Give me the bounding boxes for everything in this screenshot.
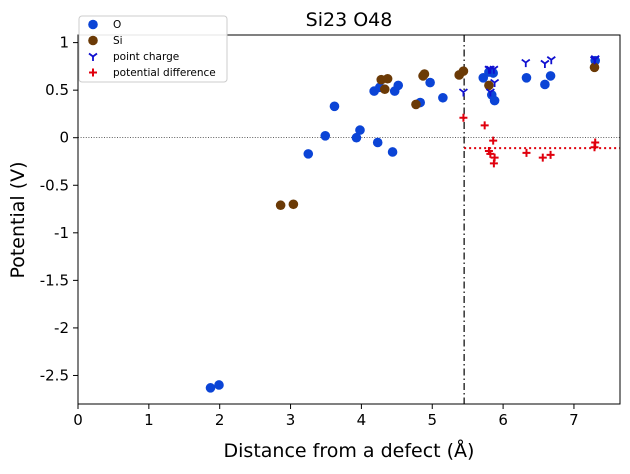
x-tick-label: 6 bbox=[498, 411, 508, 429]
data-point bbox=[486, 149, 495, 158]
data-point bbox=[205, 383, 216, 393]
data-point bbox=[485, 88, 495, 97]
data-point bbox=[480, 121, 489, 130]
legend-marker bbox=[88, 52, 98, 61]
data-point bbox=[458, 66, 469, 76]
y-tick-label: -0.5 bbox=[40, 176, 69, 194]
data-point bbox=[538, 153, 547, 162]
legend-marker bbox=[88, 19, 98, 30]
data-point bbox=[303, 149, 314, 159]
x-tick-label: 1 bbox=[144, 411, 154, 429]
y-tick-label: 1 bbox=[59, 34, 69, 52]
legend-label: O bbox=[113, 19, 121, 31]
data-point bbox=[387, 147, 398, 157]
data-point bbox=[329, 101, 340, 112]
x-tick-label: 7 bbox=[569, 411, 579, 429]
y-tick-label: -2.5 bbox=[40, 366, 69, 384]
data-point bbox=[438, 92, 448, 103]
data-point bbox=[590, 143, 599, 152]
data-point bbox=[546, 150, 555, 159]
plot-inner bbox=[78, 35, 620, 404]
data-point bbox=[382, 73, 393, 84]
plot-frame bbox=[77, 34, 621, 405]
data-point bbox=[288, 199, 299, 210]
data-point bbox=[275, 200, 286, 211]
x-tick-label: 2 bbox=[215, 411, 225, 429]
data-point bbox=[214, 380, 224, 390]
data-point bbox=[489, 136, 498, 145]
y-tick-label: -1.5 bbox=[40, 271, 69, 289]
axis-ticks: 0 1 2 3 4 5 6 7 1 0.5 0 -0.5 -1 -1.5 -2 -2.5 bbox=[40, 34, 621, 429]
data-point bbox=[484, 80, 494, 91]
x-tick-label: 5 bbox=[427, 411, 437, 429]
legend-marker bbox=[89, 68, 97, 77]
data-point bbox=[521, 58, 531, 68]
x-tick-label: 0 bbox=[73, 411, 83, 429]
series-point-charge bbox=[458, 55, 600, 97]
data-point bbox=[355, 125, 365, 135]
legend-marker bbox=[88, 35, 98, 46]
x-tick-label: 4 bbox=[357, 411, 367, 429]
data-point bbox=[411, 99, 421, 110]
data-point bbox=[589, 56, 600, 65]
data-point bbox=[489, 95, 500, 106]
chart-title: Si23 O48 bbox=[306, 9, 393, 31]
plot-area bbox=[78, 35, 620, 404]
data-point bbox=[522, 148, 531, 157]
legend-label: Si bbox=[113, 35, 123, 47]
y-tick-label: 0.5 bbox=[45, 81, 69, 99]
y-tick-label: -1 bbox=[54, 224, 69, 242]
legend-label: potential difference bbox=[113, 67, 216, 79]
data-point bbox=[459, 113, 468, 122]
data-point bbox=[545, 71, 556, 81]
y-axis-label: Potential (V) bbox=[7, 161, 29, 278]
x-axis-label: Distance from a defect (Å) bbox=[224, 439, 475, 462]
legend-label: point charge bbox=[113, 51, 179, 63]
data-point bbox=[419, 69, 430, 79]
data-point bbox=[425, 77, 435, 88]
data-point bbox=[458, 88, 468, 97]
data-point bbox=[540, 59, 550, 69]
y-tick-label: 0 bbox=[59, 129, 69, 147]
data-point bbox=[489, 65, 499, 74]
legend: O Si point charge potential difference bbox=[78, 15, 228, 83]
data-point bbox=[379, 84, 390, 95]
data-point bbox=[372, 137, 383, 148]
data-point bbox=[490, 78, 500, 88]
series-si bbox=[275, 62, 600, 211]
legend-box bbox=[78, 15, 228, 83]
data-point bbox=[490, 153, 499, 162]
data-point bbox=[521, 72, 532, 83]
data-point bbox=[540, 79, 550, 90]
series-o bbox=[205, 55, 601, 393]
series-potential-difference bbox=[459, 113, 600, 168]
data-point bbox=[320, 131, 331, 141]
x-tick-label: 3 bbox=[286, 411, 296, 429]
data-point bbox=[589, 62, 600, 73]
data-point bbox=[546, 56, 556, 65]
y-tick-label: -2 bbox=[54, 319, 69, 337]
data-point bbox=[351, 132, 362, 143]
data-point bbox=[393, 80, 404, 91]
